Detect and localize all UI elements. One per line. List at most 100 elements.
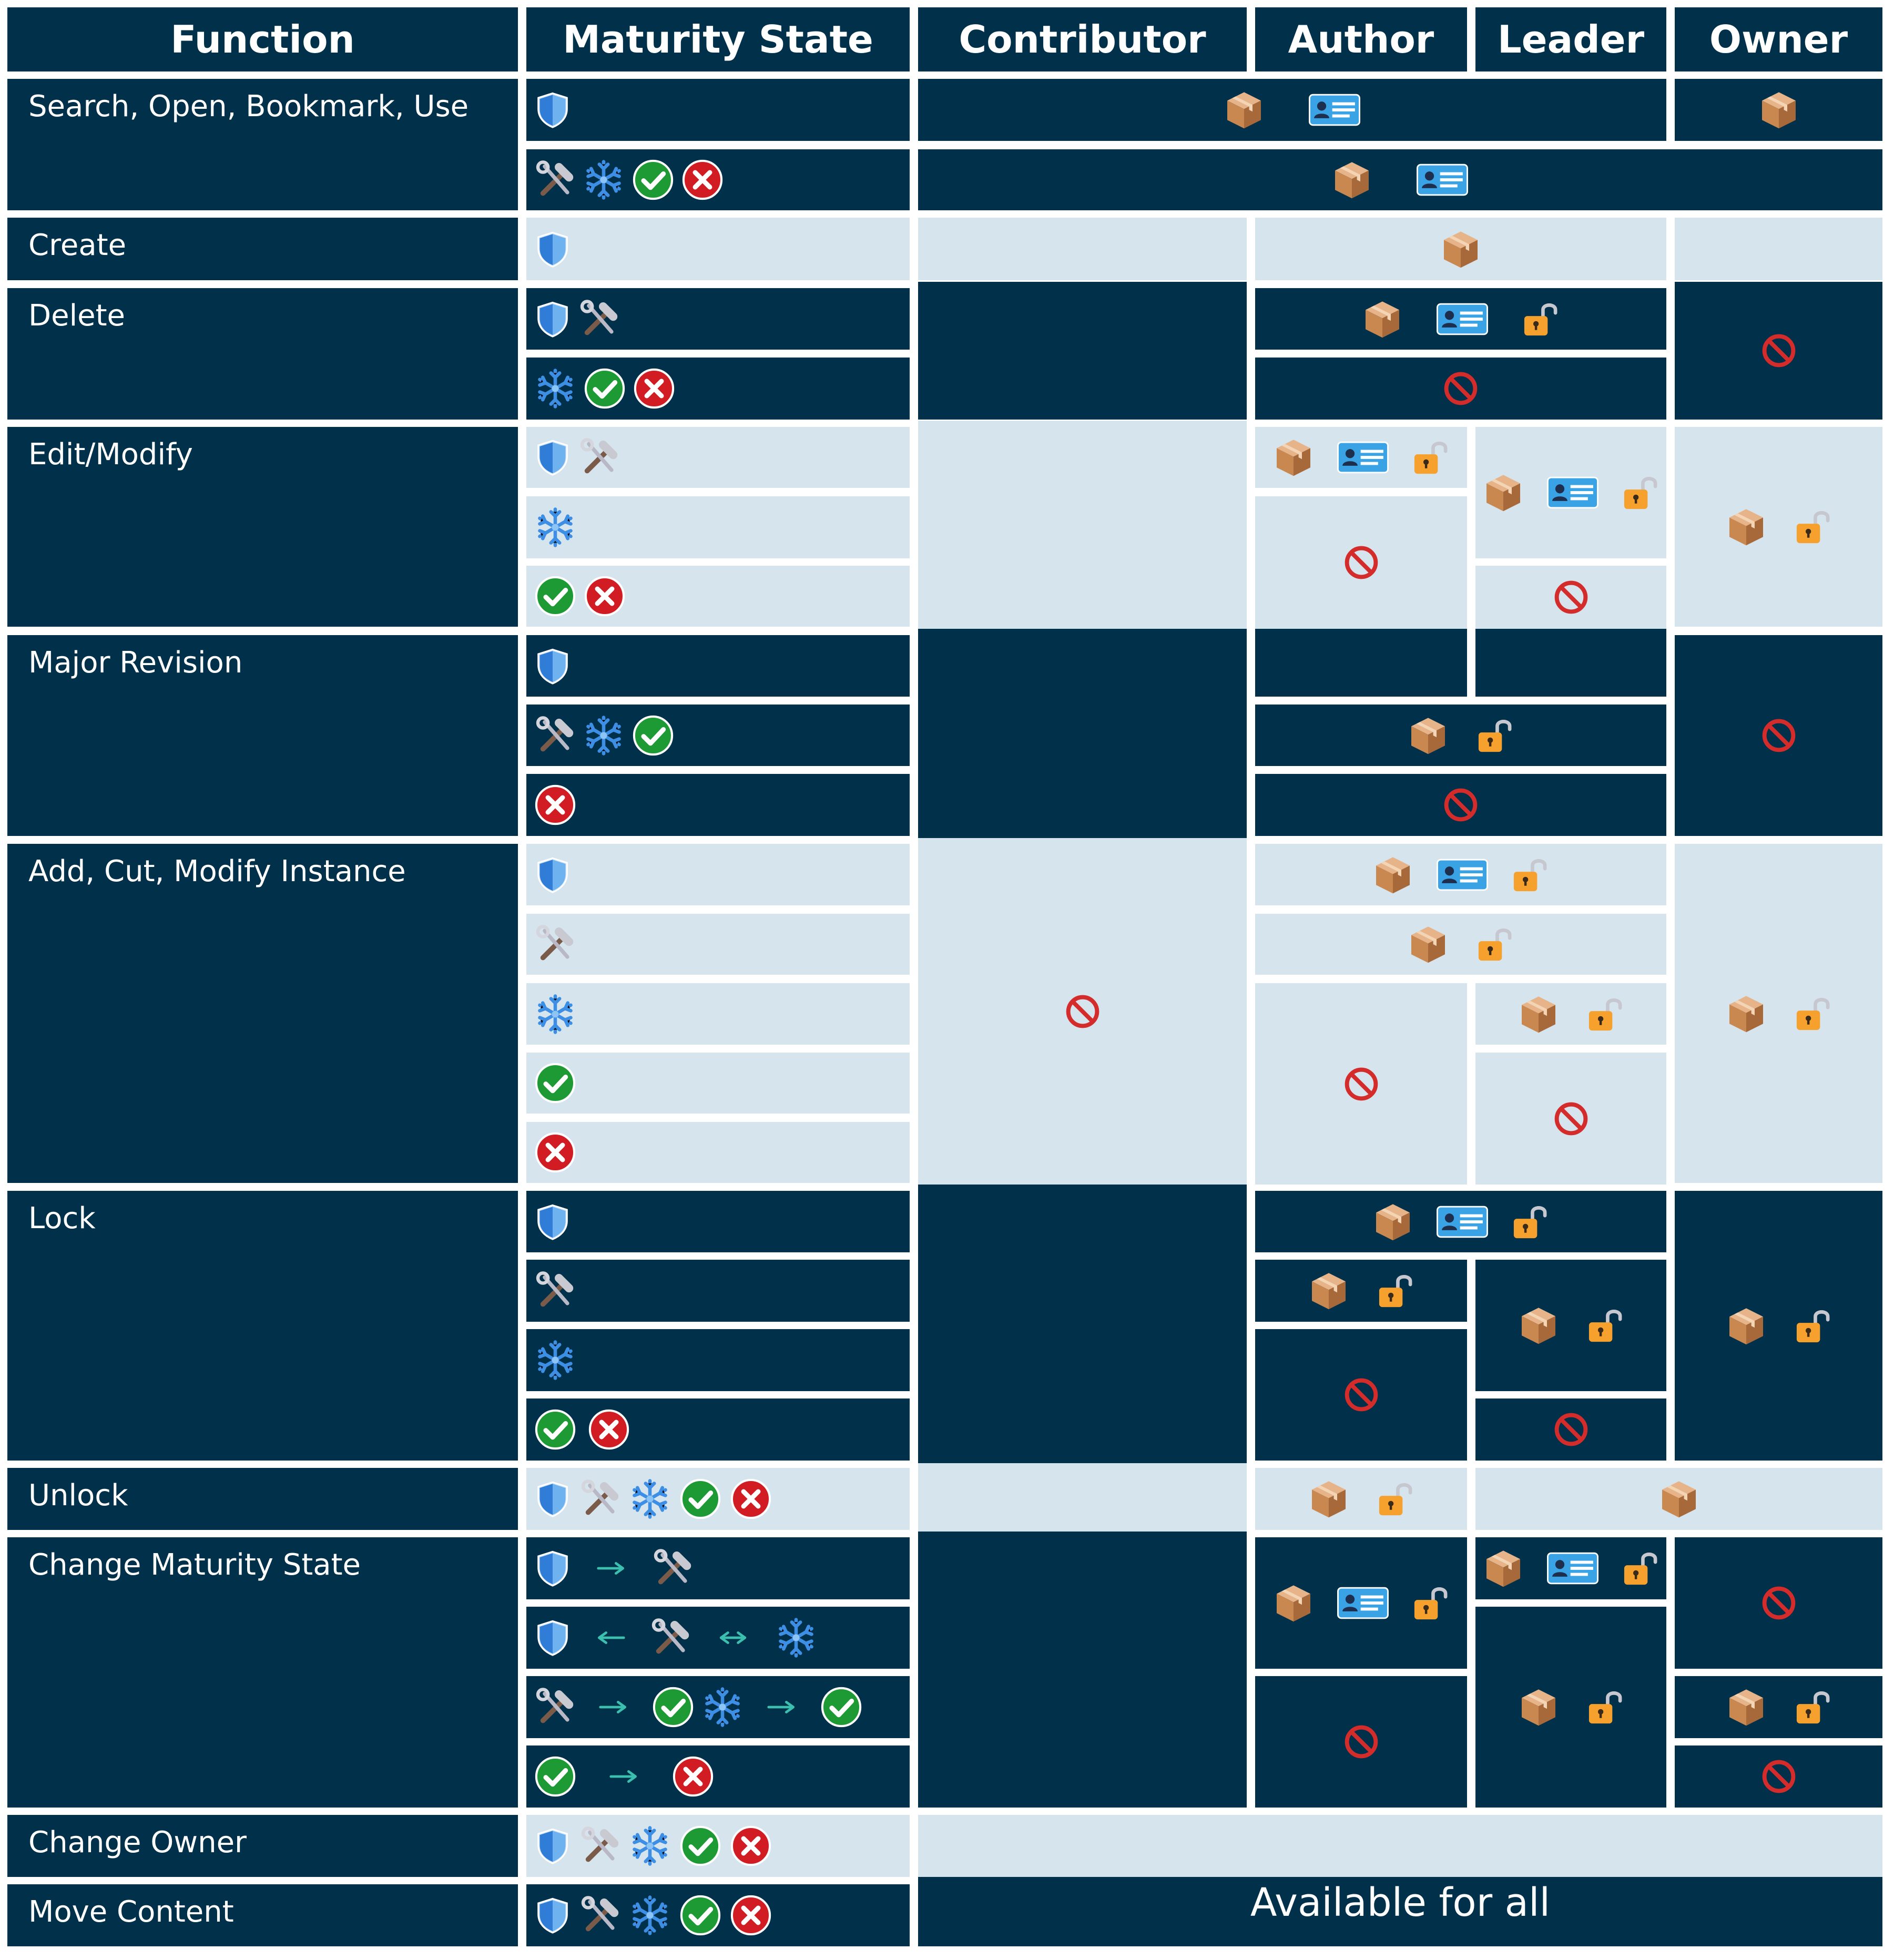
permission-cell — [526, 496, 910, 558]
permission-cell — [1255, 983, 1467, 1185]
permission-cell — [918, 1185, 1247, 1463]
available-for-all-note: Available for all — [918, 1877, 1882, 1946]
permission-cell — [1255, 288, 1666, 350]
permission-cell — [1255, 629, 1467, 697]
cross-circle-icon — [534, 1131, 577, 1174]
package-icon — [1518, 1304, 1560, 1346]
permission-cell — [526, 983, 910, 1045]
cross-circle-icon — [587, 1408, 630, 1451]
permission-cell — [1675, 79, 1882, 141]
package-icon — [1482, 472, 1524, 514]
shield-icon — [534, 1825, 572, 1867]
permission-cell — [1475, 1053, 1666, 1185]
permission-cell — [1675, 427, 1882, 627]
tools-icon — [578, 298, 620, 340]
permission-cell — [1475, 566, 1666, 629]
package-icon — [1725, 993, 1767, 1035]
permission-cell — [526, 635, 910, 697]
shield-icon — [534, 1894, 572, 1936]
permission-cell — [526, 1815, 910, 1877]
check-circle-icon — [651, 1686, 695, 1729]
open-padlock-icon — [1376, 1479, 1415, 1518]
check-circle-icon — [534, 1755, 577, 1798]
permission-cell — [526, 1607, 910, 1669]
check-circle-icon — [632, 714, 675, 757]
package-icon — [1440, 228, 1482, 270]
prohibited-icon — [1760, 332, 1798, 370]
check-circle-icon — [820, 1686, 863, 1729]
shield-icon — [534, 228, 572, 270]
snowflake-icon — [534, 1339, 577, 1382]
package-icon — [1223, 89, 1265, 131]
permission-cell — [1675, 635, 1882, 836]
tools-icon — [579, 1825, 621, 1867]
package-icon — [1518, 1686, 1560, 1728]
function-label-unlock: Unlock — [7, 1468, 518, 1530]
permission-cell — [526, 566, 910, 627]
permission-cell — [1675, 844, 1882, 1183]
prohibited-icon — [1760, 1758, 1798, 1795]
permission-cell — [526, 1122, 910, 1183]
id-card-icon — [1336, 438, 1390, 476]
snowflake-icon — [582, 714, 625, 757]
permission-cell — [526, 1884, 910, 1946]
package-icon — [1361, 298, 1403, 340]
arrow-right-icon — [580, 1553, 643, 1584]
permission-cell — [1675, 282, 1882, 420]
function-label-change-maturity-state: Change Maturity State — [7, 1537, 518, 1808]
open-padlock-icon — [1475, 716, 1514, 755]
permission-cell — [1255, 1329, 1467, 1461]
open-padlock-icon — [1511, 1202, 1550, 1241]
permission-cell — [1255, 914, 1666, 975]
permission-cell — [918, 1463, 1247, 1532]
cross-circle-icon — [729, 1824, 772, 1867]
column-header-leader: Leader — [1475, 7, 1666, 72]
function-label-lock: Lock — [7, 1191, 518, 1461]
arrow-right-icon — [750, 1691, 813, 1723]
permission-cell — [1255, 705, 1666, 766]
id-card-icon — [1415, 161, 1470, 199]
shield-icon — [534, 854, 572, 896]
check-circle-icon — [583, 367, 626, 410]
cross-circle-icon — [729, 1477, 772, 1520]
open-padlock-icon — [1794, 507, 1832, 546]
permission-cell — [918, 1815, 1882, 1877]
permission-cell — [526, 1260, 910, 1322]
snowflake-icon — [701, 1686, 744, 1729]
permission-cell — [918, 218, 1247, 280]
permission-cell — [526, 914, 910, 975]
shield-icon — [534, 645, 572, 687]
column-header-owner: Owner — [1675, 7, 1882, 72]
permission-cell — [1255, 496, 1467, 629]
tools-icon — [534, 1686, 576, 1728]
permission-cell — [526, 705, 910, 766]
permission-cell — [526, 1053, 910, 1114]
open-padlock-icon — [1586, 1306, 1625, 1345]
package-icon — [1407, 714, 1449, 757]
snowflake-icon — [628, 1894, 671, 1937]
function-label-add-cut-modify-instance: Add, Cut, Modify Instance — [7, 844, 518, 1183]
permission-cell — [1675, 1191, 1882, 1461]
column-header-contributor: Contributor — [918, 7, 1247, 72]
tools-icon — [578, 436, 620, 478]
permission-cell — [526, 427, 910, 488]
tools-icon — [651, 1547, 694, 1589]
permission-cell — [1475, 427, 1666, 558]
id-card-icon — [1307, 91, 1362, 129]
permission-cell — [1475, 1607, 1666, 1808]
package-icon — [1331, 159, 1373, 201]
permission-cell — [1255, 1468, 1467, 1530]
permission-cell — [1675, 218, 1882, 280]
shield-icon — [534, 1201, 572, 1243]
prohibited-icon — [1064, 993, 1102, 1030]
package-icon — [1725, 1686, 1767, 1728]
permission-cell — [1475, 1260, 1666, 1391]
open-padlock-icon — [1475, 925, 1514, 964]
check-circle-icon — [679, 1824, 722, 1867]
prohibited-icon — [1442, 786, 1480, 824]
permission-cell — [918, 1532, 1247, 1808]
open-padlock-icon — [1411, 438, 1450, 477]
check-circle-icon — [534, 1408, 577, 1451]
permission-cell — [526, 1745, 910, 1808]
package-icon — [1407, 923, 1449, 965]
